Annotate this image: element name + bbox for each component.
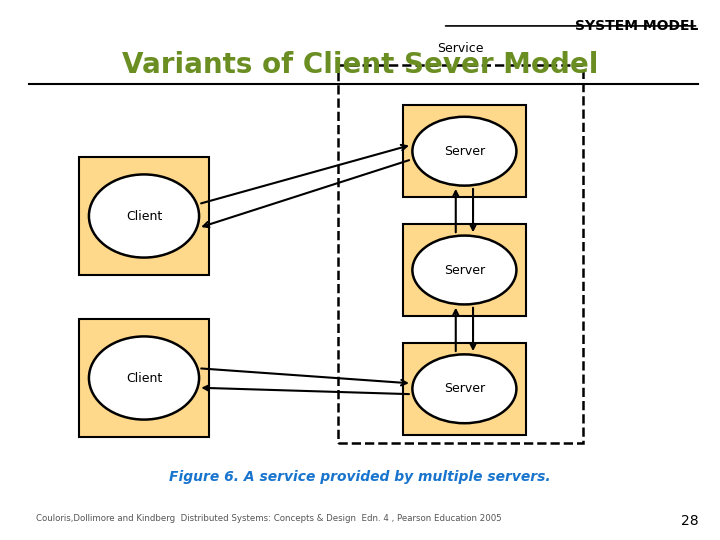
Text: Couloris,Dollimore and Kindberg  Distributed Systems: Concepts & Design  Edn. 4 : Couloris,Dollimore and Kindberg Distribu…	[36, 514, 502, 523]
Text: Figure 6. A service provided by multiple servers.: Figure 6. A service provided by multiple…	[169, 470, 551, 484]
Text: Server: Server	[444, 382, 485, 395]
Text: Client: Client	[126, 210, 162, 222]
FancyBboxPatch shape	[79, 319, 209, 437]
Text: 28: 28	[681, 514, 698, 528]
Text: Variants of Client Sever Model: Variants of Client Sever Model	[122, 51, 598, 79]
Text: Server: Server	[444, 264, 485, 276]
FancyBboxPatch shape	[403, 105, 526, 197]
Text: Client: Client	[126, 372, 162, 384]
Ellipse shape	[413, 117, 516, 186]
FancyBboxPatch shape	[403, 224, 526, 316]
Text: Server: Server	[444, 145, 485, 158]
FancyBboxPatch shape	[79, 157, 209, 275]
Ellipse shape	[89, 336, 199, 420]
FancyBboxPatch shape	[403, 343, 526, 435]
Ellipse shape	[89, 174, 199, 258]
Ellipse shape	[413, 235, 516, 305]
Ellipse shape	[413, 354, 516, 423]
Text: SYSTEM MODEL: SYSTEM MODEL	[575, 19, 698, 33]
Text: Service: Service	[438, 42, 484, 55]
